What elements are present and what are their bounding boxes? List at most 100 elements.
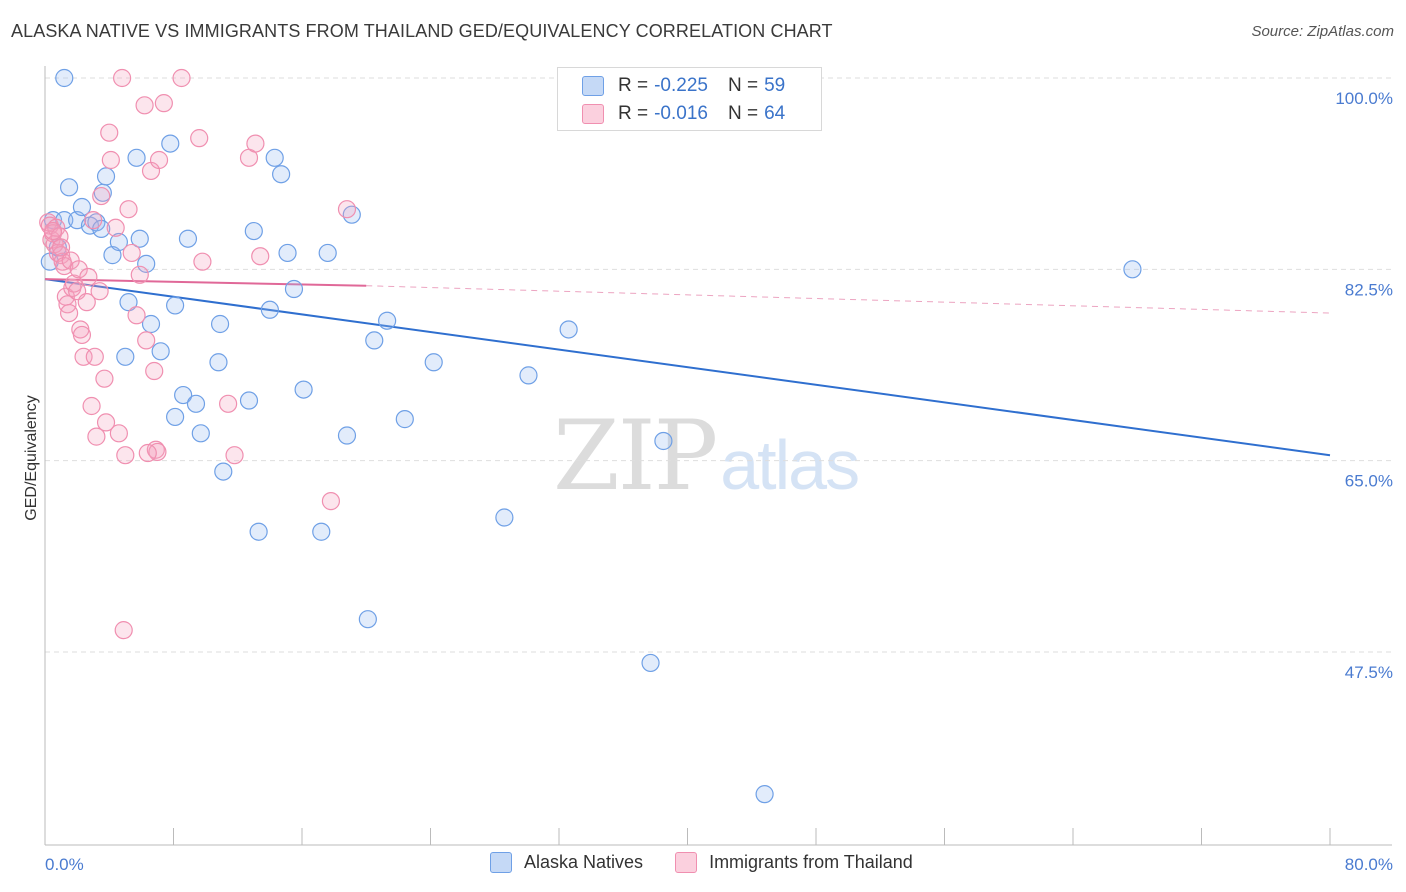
legend-r-label: R = [618, 75, 649, 96]
point-thailand [100, 123, 119, 142]
point-alaska-natives [214, 462, 233, 481]
point-thailand [112, 68, 132, 88]
point-thailand [77, 293, 96, 312]
point-alaska-natives [342, 205, 361, 224]
point-thailand [69, 260, 88, 279]
legend-r-value: -0.225 [654, 75, 708, 96]
point-alaska-natives [166, 407, 185, 427]
trend-line-alaska-natives [44, 278, 1331, 457]
point-alaska-natives [72, 197, 92, 217]
point-alaska-natives [55, 68, 74, 88]
point-alaska-natives [278, 243, 297, 263]
point-alaska-natives [186, 394, 206, 413]
point-alaska-natives [755, 785, 774, 804]
point-alaska-natives [337, 426, 357, 445]
point-thailand [246, 134, 265, 153]
point-thailand [127, 306, 146, 325]
trend-line-thailand-extension [366, 285, 1331, 314]
chart-title: ALASKA NATIVE VS IMMIGRANTS FROM THAILAN… [11, 21, 833, 41]
point-alaska-natives [174, 385, 193, 405]
point-thailand [84, 211, 103, 230]
point-alaska-natives [137, 254, 156, 273]
legend-swatch-pink [582, 104, 604, 124]
data-points [39, 68, 1142, 804]
point-thailand [92, 186, 111, 206]
legend-n-label: N = [727, 75, 759, 96]
point-alaska-natives [166, 296, 185, 315]
trend-line-thailand [44, 278, 367, 287]
point-alaska-natives [119, 293, 138, 312]
point-thailand [90, 282, 109, 301]
point-thailand [72, 325, 92, 345]
point-thailand [79, 267, 98, 287]
point-thailand [154, 94, 173, 113]
point-thailand [219, 394, 238, 413]
point-thailand [96, 413, 116, 432]
watermark: ZIPatlas [553, 400, 860, 512]
point-alaska-natives [318, 243, 337, 263]
point-thailand [114, 621, 133, 640]
point-alaska-natives [641, 653, 660, 673]
y-tick-label: 47.5% [1345, 663, 1393, 682]
legend-swatch-blue [582, 76, 604, 96]
point-thailand [251, 247, 270, 266]
y-tick-label: 82.5% [1345, 280, 1393, 299]
point-alaska-natives [395, 410, 414, 429]
point-thailand [82, 396, 101, 416]
legend-swatch-blue [490, 852, 512, 873]
point-alaska-natives [358, 610, 377, 629]
point-alaska-natives [424, 353, 443, 372]
point-thailand [95, 369, 114, 388]
series-legend: Alaska Natives Immigrants from Thailand [490, 852, 945, 873]
point-alaska-natives [59, 178, 79, 197]
legend-label: Immigrants from Thailand [709, 852, 913, 872]
trend-lines [44, 278, 1331, 457]
legend-item-immigrants-thailand[interactable]: Immigrants from Thailand [675, 852, 913, 873]
point-thailand [51, 246, 71, 265]
watermark-atlas: atlas [720, 426, 860, 504]
point-alaska-natives [265, 148, 284, 167]
point-alaska-natives [109, 232, 128, 252]
legend-item-alaska-natives[interactable]: Alaska Natives [490, 852, 643, 873]
y-axis-title: GED/Equivalency [23, 395, 40, 520]
point-alaska-natives [519, 366, 538, 385]
point-thailand [172, 68, 191, 88]
y-tick-label: 100.0% [1335, 89, 1393, 108]
legend-r-label: R = [618, 103, 649, 124]
x-tick-label: 80.0% [1345, 855, 1393, 874]
point-alaska-natives [141, 314, 161, 334]
point-thailand [116, 446, 135, 465]
point-thailand [106, 218, 125, 237]
point-alaska-natives [191, 424, 210, 443]
point-alaska-natives [116, 347, 135, 366]
legend-swatch-pink [675, 852, 698, 873]
y-tick-label: 65.0% [1345, 472, 1393, 491]
point-thailand [145, 361, 164, 381]
point-thailand [119, 200, 138, 219]
point-thailand [138, 443, 157, 463]
legend-n-value: 59 [764, 75, 786, 96]
point-alaska-natives [495, 508, 514, 527]
point-alaska-natives [365, 331, 384, 350]
legend-n-value: 64 [764, 103, 786, 124]
tick-labels: 100.0% 82.5% 65.0% 47.5% 0.0% 80.0% GED/Equiva… [23, 89, 1393, 874]
point-alaska-natives [161, 134, 180, 153]
point-alaska-natives [284, 279, 304, 299]
point-thailand [225, 446, 244, 465]
point-alaska-natives [210, 314, 230, 334]
point-alaska-natives [559, 320, 578, 339]
point-alaska-natives [312, 522, 331, 541]
point-thailand [130, 265, 149, 284]
point-thailand [193, 252, 212, 271]
point-thailand [337, 200, 357, 219]
point-thailand [59, 303, 79, 323]
point-alaska-natives [272, 165, 291, 184]
point-alaska-natives [378, 311, 397, 330]
watermark-zip: ZIP [553, 400, 718, 512]
legend-row-alaska: R = -0.225 N = 59 [582, 73, 785, 99]
legend-label: Alaska Natives [524, 852, 644, 872]
point-thailand [101, 150, 120, 170]
legend-row-thailand: R = -0.016 N = 64 [582, 101, 785, 127]
point-thailand [87, 427, 106, 446]
